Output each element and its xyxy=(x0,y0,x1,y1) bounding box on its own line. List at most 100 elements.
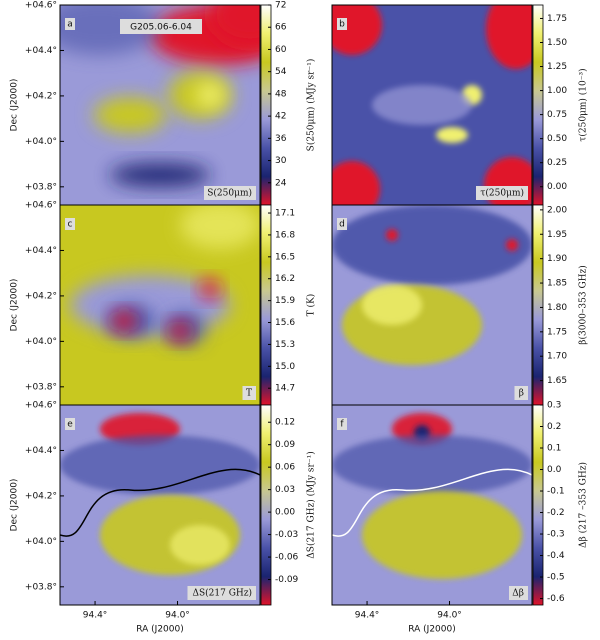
colorbar-tick-label: 0.50 xyxy=(547,134,567,144)
colorbar-tick-label: 0.75 xyxy=(547,110,567,120)
colorbar-tick-label: 72 xyxy=(275,1,286,11)
colorbar-tick-label: -0.3 xyxy=(547,530,565,540)
y-tick-label: +04.4° xyxy=(25,446,57,456)
map-feature xyxy=(386,229,398,241)
colorbar-tick-label: -0.06 xyxy=(275,553,299,563)
colorbar-tick-label: 15.0 xyxy=(275,362,295,372)
y-tick-label: +04.6° xyxy=(25,401,57,411)
map-frame xyxy=(59,404,261,606)
colorbar-tick-label: 15.6 xyxy=(275,318,295,328)
colorbar-label: S(250μm) (MJy sr⁻¹) xyxy=(306,59,317,152)
colorbar-tick-label: 1.75 xyxy=(547,327,567,337)
panel-label-box xyxy=(476,186,528,200)
x-axis-label: RA (J2000) xyxy=(408,625,456,635)
colorbar xyxy=(532,4,544,206)
colorbar-tick-label: 30 xyxy=(275,156,287,166)
colorbar-tick-label: 60 xyxy=(275,45,287,55)
panel-label: S(250μm) xyxy=(207,188,252,199)
panel-label: T xyxy=(246,389,252,399)
colorbar-tick-label: 1.65 xyxy=(547,376,567,386)
map-feature xyxy=(372,85,472,125)
title-box xyxy=(120,19,202,34)
map-feature xyxy=(332,205,532,285)
colorbar-tick-label: 54 xyxy=(275,67,287,77)
map-feature xyxy=(94,97,166,133)
colorbar-tick-label: 42 xyxy=(275,112,286,122)
panel-label: Δβ xyxy=(512,589,524,599)
y-tick-label: +04.0° xyxy=(25,137,57,147)
colorbar-tick-label: -0.1 xyxy=(547,487,565,497)
colorbar-tick-label: 0.00 xyxy=(275,508,295,518)
colorbar-tick-label: 1.75 xyxy=(547,14,567,24)
colorbar-tick-label: 1.50 xyxy=(547,38,567,48)
panel-letter: c xyxy=(68,220,73,230)
colorbar-tick-label: -0.2 xyxy=(547,508,565,518)
panel-letter-box xyxy=(337,18,347,30)
y-tick-label: +04.0° xyxy=(25,337,57,347)
panel-letter-box xyxy=(65,18,75,30)
colorbar-tick-label: 36 xyxy=(275,134,287,144)
colorbar-label: τ(250μm) (10⁻³) xyxy=(578,68,589,141)
y-tick-label: +04.6° xyxy=(25,1,57,11)
colorbar xyxy=(260,4,272,206)
colorbar-tick-label: 1.00 xyxy=(547,86,567,96)
y-tick-label: +04.6° xyxy=(25,201,57,211)
map-feature xyxy=(196,83,224,107)
panel-letter: d xyxy=(339,220,345,230)
colorbar-tick-label: 0.00 xyxy=(547,182,567,192)
x-axis-label: RA (J2000) xyxy=(136,625,184,635)
colorbar-tick-label: 48 xyxy=(275,89,287,99)
colorbar-tick-label: 1.70 xyxy=(547,352,567,362)
y-tick-label: +04.4° xyxy=(25,246,57,256)
map-feature xyxy=(436,127,468,143)
colorbar-tick-label: -0.03 xyxy=(275,530,298,540)
panel-label-box xyxy=(242,386,256,400)
panel-label-box xyxy=(204,186,256,200)
map-feature xyxy=(170,525,230,565)
map-feature xyxy=(332,5,382,55)
panel-letter: f xyxy=(340,420,344,430)
panel-label: β xyxy=(519,389,524,399)
colorbar-tick-label: 0.12 xyxy=(275,418,295,428)
chart-title: G205.06-6.04 xyxy=(130,23,192,33)
map-feature xyxy=(210,5,260,45)
map xyxy=(332,405,532,605)
y-axis-label: Dec (J2000) xyxy=(10,279,20,332)
map-feature xyxy=(200,279,220,299)
colorbar-tick-label: 17.1 xyxy=(275,209,295,219)
colorbar-tick-label: 0.0 xyxy=(547,465,562,475)
x-tick-label: 94.4° xyxy=(83,611,108,621)
panel-letter-box xyxy=(65,218,75,230)
contour xyxy=(332,468,532,537)
colorbar-tick-label: -0.5 xyxy=(547,573,565,583)
colorbar-tick-label: 1.95 xyxy=(547,230,567,240)
map-frame xyxy=(331,404,533,606)
y-tick-label: +04.2° xyxy=(25,491,57,501)
colorbar-tick-label: 66 xyxy=(275,23,287,33)
colorbar-tick-label: -0.09 xyxy=(275,575,299,585)
colorbar-tick-label: 1.25 xyxy=(547,62,567,72)
map xyxy=(60,205,260,405)
y-tick-label: +04.4° xyxy=(25,46,57,56)
map xyxy=(332,5,532,205)
colorbar-tick-label: 14.7 xyxy=(275,384,295,394)
map-feature xyxy=(180,205,260,249)
y-tick-label: +04.2° xyxy=(25,291,57,301)
colorbar-tick-label: 2.00 xyxy=(547,205,567,215)
colorbar-tick-label: 1.80 xyxy=(547,303,567,313)
map-feature xyxy=(362,285,422,325)
panel-label-box xyxy=(509,586,528,600)
colorbar-tick-label: 15.9 xyxy=(275,296,295,306)
x-tick-label: 94.0° xyxy=(437,611,462,621)
panel-letter-box xyxy=(65,418,75,430)
colorbar-tick-label: 0.2 xyxy=(547,422,561,432)
colorbar-tick-label: 1.90 xyxy=(547,254,567,264)
y-tick-label: +03.8° xyxy=(25,182,57,192)
colorbar-tick-label: 0.03 xyxy=(275,485,295,495)
map-feature xyxy=(60,5,160,55)
map-feature xyxy=(60,435,260,495)
map-feature xyxy=(332,161,380,205)
map-feature xyxy=(332,435,532,495)
colorbar-tick-label: 24 xyxy=(275,178,287,188)
